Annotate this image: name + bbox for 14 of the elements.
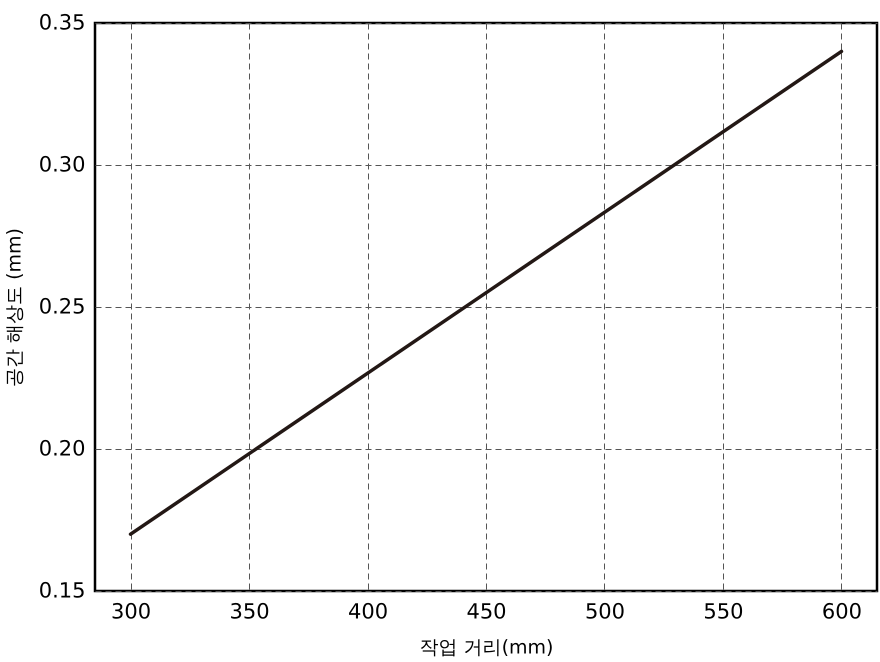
y-tick-label: 0.25 bbox=[38, 294, 86, 318]
x-tick-label: 600 bbox=[822, 600, 862, 624]
x-tick-label: 300 bbox=[111, 600, 152, 624]
y-tick-label: 0.15 bbox=[38, 578, 86, 602]
x-tick-label: 550 bbox=[703, 600, 744, 624]
y-tick-label: 0.20 bbox=[38, 436, 86, 460]
x-tick-label: 400 bbox=[348, 600, 388, 624]
x-tick-label: 350 bbox=[229, 600, 270, 624]
x-axis-title: 작업 거리(mm) bbox=[420, 636, 554, 658]
x-tick-label: 500 bbox=[584, 600, 626, 624]
y-tick-label: 0.35 bbox=[38, 10, 86, 34]
x-tick-label: 450 bbox=[466, 600, 507, 624]
y-tick-label: 0.30 bbox=[38, 152, 86, 176]
y-axis-title: 공간 해상도 (mm) bbox=[4, 228, 26, 387]
